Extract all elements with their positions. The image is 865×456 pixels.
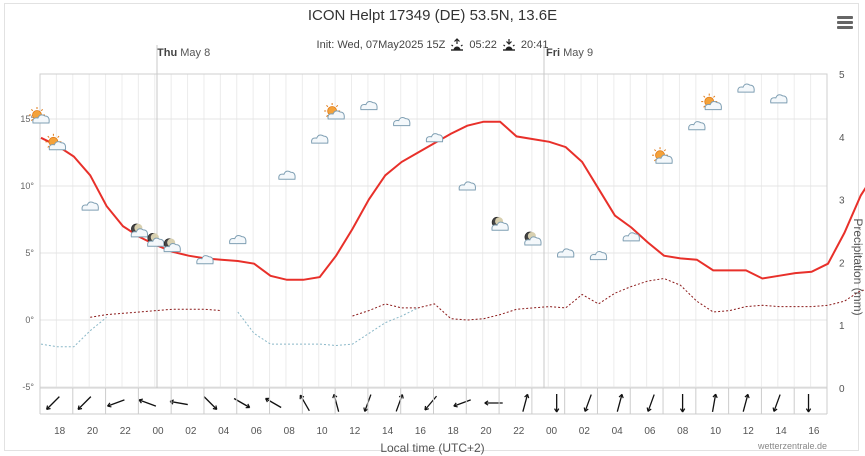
chart-container [4,3,859,451]
credit-label: wetterzentrale.de [757,441,827,451]
init-time: Init: Wed, 07May2025 15Z [316,39,446,51]
hamburger-menu-icon[interactable] [837,16,853,30]
sunrise-time: 05:22 [469,39,497,51]
sunset-icon [502,39,515,51]
chart-title: ICON Helpt 17349 (DE) 53.5N, 13.6E [307,7,558,24]
day-label-thu: Thu May 8 [157,47,211,59]
x-axis-title: Local time (UTC+2) [380,441,485,455]
sunset-time: 20:41 [520,39,549,51]
day-label-fri: Fri May 9 [546,47,594,59]
chart-subtitle: Init: Wed, 07May2025 15Z 05:22 20:41 [0,38,865,52]
y-axis-right-title: Precipitation (mm) [851,218,865,316]
sunrise-icon [451,38,464,51]
